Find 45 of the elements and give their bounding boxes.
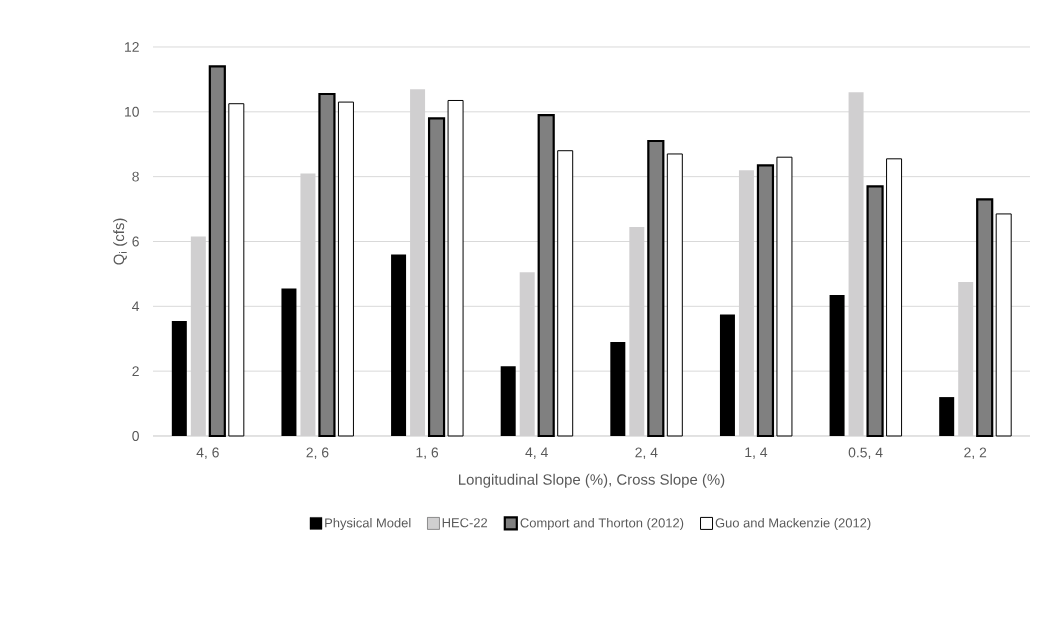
- bar: [318, 92, 336, 438]
- bar: [756, 164, 775, 438]
- y-tick-label: 2: [132, 366, 139, 377]
- legend-label: HEC-22: [442, 518, 488, 528]
- bar: [557, 150, 574, 437]
- y-tick-label: 8: [132, 171, 139, 182]
- bar: [391, 254, 407, 436]
- bar: [337, 101, 354, 437]
- legend-label: Physical Model: [325, 517, 411, 531]
- x-tick-label: 4, 4: [525, 447, 548, 459]
- y-tick-label: 12: [125, 42, 139, 52]
- x-tick-label: 1, 4: [745, 447, 768, 459]
- bar: [719, 314, 735, 436]
- bar: [208, 65, 226, 438]
- y-axis-title: Q$_{i}$ (cfs): [113, 218, 128, 265]
- y-tick-label: 10: [125, 106, 139, 117]
- bar: [447, 99, 464, 437]
- y-tick-label: 0: [132, 431, 139, 441]
- bar: [976, 198, 994, 438]
- bar: [939, 397, 955, 436]
- x-tick-label: 2, 4: [635, 447, 658, 460]
- bar: [776, 156, 793, 437]
- bar: [427, 117, 446, 438]
- bar: [647, 139, 665, 438]
- x-tick-label: 2, 6: [306, 447, 329, 460]
- y-tick-label: 4: [132, 301, 140, 312]
- bar: [886, 158, 903, 437]
- bar: [537, 113, 555, 438]
- bar: [610, 341, 626, 436]
- bar: [829, 294, 845, 436]
- bar: [666, 153, 683, 437]
- bar: [281, 288, 297, 436]
- bar: [500, 366, 516, 436]
- bar: [228, 103, 245, 437]
- x-axis-title: Longitudinal Slope (%), Cross Slope (%): [459, 473, 725, 488]
- x-tick-label: 4, 6: [196, 447, 219, 460]
- legend-label: Comport and Thorton (2012): [520, 517, 684, 531]
- legend-label: Guo and Mackenzie (2012): [715, 517, 871, 531]
- bar: [995, 213, 1012, 437]
- y-tick-label: 6: [132, 236, 139, 247]
- x-tick-label: 1, 6: [416, 447, 439, 460]
- x-tick-label: 0.5, 4: [848, 447, 883, 460]
- bar: [171, 320, 187, 436]
- x-tick-label: 2, 2: [964, 447, 987, 460]
- bar: [866, 185, 884, 438]
